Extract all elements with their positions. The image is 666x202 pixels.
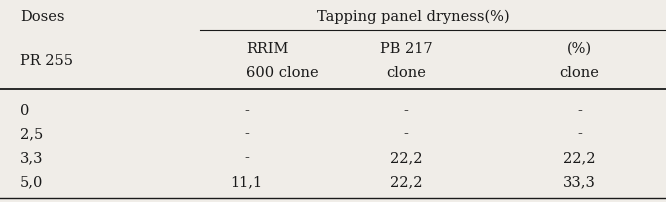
Text: -: - (577, 103, 582, 117)
Text: 33,3: 33,3 (563, 175, 596, 189)
Text: 2,5: 2,5 (20, 126, 43, 140)
Text: -: - (244, 103, 249, 117)
Text: 11,1: 11,1 (230, 175, 262, 189)
Text: 3,3: 3,3 (20, 151, 43, 164)
Text: clone: clone (386, 66, 426, 80)
Text: -: - (244, 126, 249, 140)
Text: Doses: Doses (20, 10, 65, 24)
Text: 5,0: 5,0 (20, 175, 43, 189)
Text: 22,2: 22,2 (390, 151, 422, 164)
Text: PB 217: PB 217 (380, 42, 433, 55)
Text: 22,2: 22,2 (563, 151, 595, 164)
Text: Tapping panel dryness(%): Tapping panel dryness(%) (316, 10, 509, 24)
Text: (%): (%) (567, 42, 592, 55)
Text: 22,2: 22,2 (390, 175, 422, 189)
Text: -: - (244, 151, 249, 164)
Text: RRIM: RRIM (246, 42, 289, 55)
Text: 0: 0 (20, 103, 29, 117)
Text: -: - (404, 126, 409, 140)
Text: -: - (577, 126, 582, 140)
Text: 600 clone: 600 clone (246, 66, 319, 80)
Text: clone: clone (559, 66, 599, 80)
Text: PR 255: PR 255 (20, 54, 73, 67)
Text: -: - (404, 103, 409, 117)
